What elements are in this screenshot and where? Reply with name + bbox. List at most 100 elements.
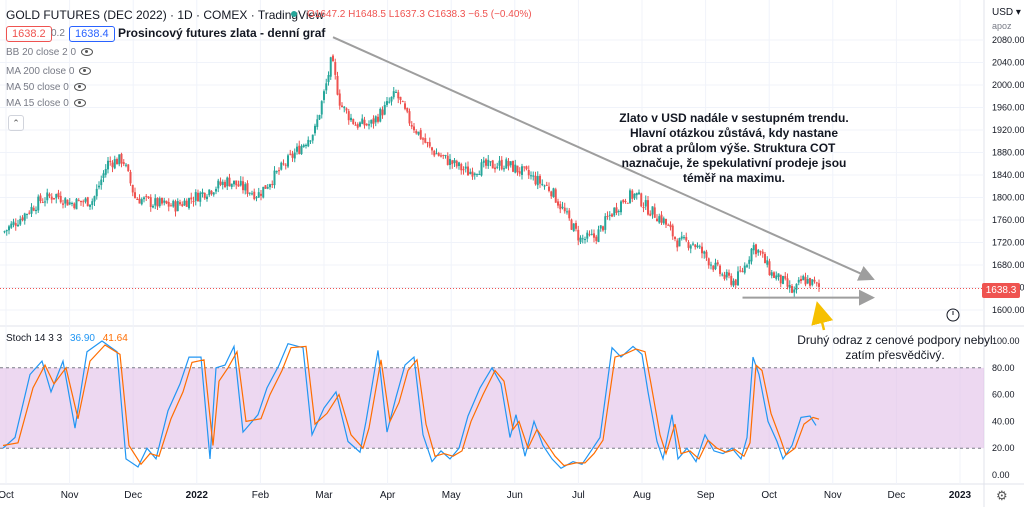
candle-body	[563, 207, 566, 212]
ask-price[interactable]: 1638.4	[69, 26, 115, 42]
candle-body	[503, 168, 505, 170]
candle-body	[586, 232, 589, 239]
x-tick-label: Dec	[124, 490, 142, 501]
candle-body	[617, 210, 620, 212]
candle-body	[338, 93, 341, 106]
candle-body	[683, 237, 685, 239]
eye-icon[interactable]	[81, 48, 94, 57]
currency-label[interactable]: USD ▾	[992, 7, 1021, 18]
candle-body	[759, 251, 762, 253]
candle-body	[48, 194, 51, 197]
collapse-chevron-icon[interactable]: ⌃	[8, 115, 24, 131]
symbol-title[interactable]: GOLD FUTURES (DEC 2022) · 1D · COMEX · T…	[6, 8, 324, 22]
candle-body	[557, 201, 559, 206]
candle-body	[80, 200, 82, 203]
settings-icon[interactable]: ⚙	[996, 488, 1008, 503]
candle-body	[89, 204, 91, 207]
candle-body	[741, 270, 744, 272]
candle-body	[129, 171, 132, 184]
candle-body	[170, 205, 172, 207]
stoch-y-tick-label: 80.00	[992, 363, 1015, 373]
candle-body	[482, 160, 485, 163]
candle-body	[622, 200, 625, 203]
candle-body	[136, 198, 139, 200]
candle-body	[233, 180, 235, 185]
candle-body	[167, 202, 170, 207]
candle-body	[440, 155, 442, 157]
eye-icon[interactable]	[73, 83, 86, 92]
candle-body	[514, 164, 517, 173]
candle-body	[230, 183, 233, 187]
candle-body	[473, 173, 476, 176]
candle-body	[462, 169, 465, 171]
candle-body	[287, 155, 289, 167]
candle-body	[17, 224, 19, 227]
candle-body	[156, 197, 159, 207]
candle-body	[143, 197, 145, 200]
candle-body	[815, 282, 818, 284]
eye-icon[interactable]	[79, 67, 92, 76]
candle-body	[485, 159, 487, 166]
candle-body	[28, 212, 31, 214]
y-tick-label: 1760.00	[992, 215, 1024, 225]
candle-body	[764, 253, 766, 264]
axis-mode-label[interactable]: apoz	[992, 21, 1012, 31]
x-tick-label: Nov	[824, 490, 842, 501]
candle-body	[35, 209, 37, 212]
stoch-band	[0, 367, 984, 449]
y-tick-label: 1960.00	[992, 103, 1024, 113]
ohlc-values: O1647.2 H1648.5 L1637.3 C1638.3 −6.5 (−0…	[307, 9, 532, 20]
candle-body	[183, 200, 186, 206]
indicator-bb[interactable]: BB 20 close 2 0	[6, 47, 94, 58]
candle-body	[356, 124, 359, 128]
candle-body	[111, 162, 114, 168]
candle-body	[50, 196, 53, 200]
candle-body	[638, 192, 640, 195]
drawings[interactable]	[332, 36, 960, 331]
candle-body	[575, 223, 577, 229]
stoch-y-tick-label: 100.00	[992, 336, 1020, 346]
candle-body	[534, 175, 537, 185]
bid-price[interactable]: 1638.2	[6, 26, 52, 42]
candle-body	[516, 165, 519, 173]
candle-body	[8, 226, 10, 231]
indicator-ma15[interactable]: MA 15 close 0	[6, 98, 86, 109]
candle-body	[469, 171, 472, 175]
candle-body	[633, 193, 636, 199]
candle-body	[284, 164, 287, 166]
eye-icon[interactable]	[73, 99, 86, 108]
candle-body	[480, 162, 483, 176]
indicator-ma50[interactable]: MA 50 close 0	[6, 82, 86, 93]
x-tick-label: May	[442, 490, 461, 501]
candle-body	[174, 201, 177, 212]
candle-body	[797, 279, 800, 283]
indicator-ma200[interactable]: MA 200 close 0	[6, 66, 92, 77]
x-tick-label: Dec	[888, 490, 906, 501]
candle-body	[431, 147, 433, 151]
candle-body	[795, 283, 798, 290]
annotation-line: Zlato v USD nadále v sestupném trendu.	[619, 111, 849, 125]
candle-body	[179, 202, 181, 205]
candle-body	[732, 280, 735, 286]
candle-body	[752, 245, 755, 251]
candle-body	[46, 192, 49, 201]
candle-body	[239, 180, 242, 186]
y-tick-label: 2040.00	[992, 58, 1024, 68]
candle-body	[210, 190, 213, 195]
candle-body	[494, 167, 496, 170]
candle-body	[806, 279, 809, 284]
candle-body	[417, 131, 420, 135]
stoch-y-tick-label: 40.00	[992, 416, 1015, 426]
indicator-label: MA 15 close 0	[6, 98, 69, 109]
candle-body	[667, 224, 670, 226]
candle-body	[642, 207, 645, 209]
candle-body	[343, 106, 346, 109]
candle-body	[365, 123, 368, 126]
stoch-legend[interactable]: Stoch 14 3 3 36.90 41.64	[6, 333, 128, 344]
candle-body	[359, 122, 361, 127]
candle-body	[631, 190, 634, 199]
candle-body	[770, 272, 773, 276]
candle-body	[98, 185, 100, 188]
stoch-y-tick-label: 60.00	[992, 390, 1015, 400]
